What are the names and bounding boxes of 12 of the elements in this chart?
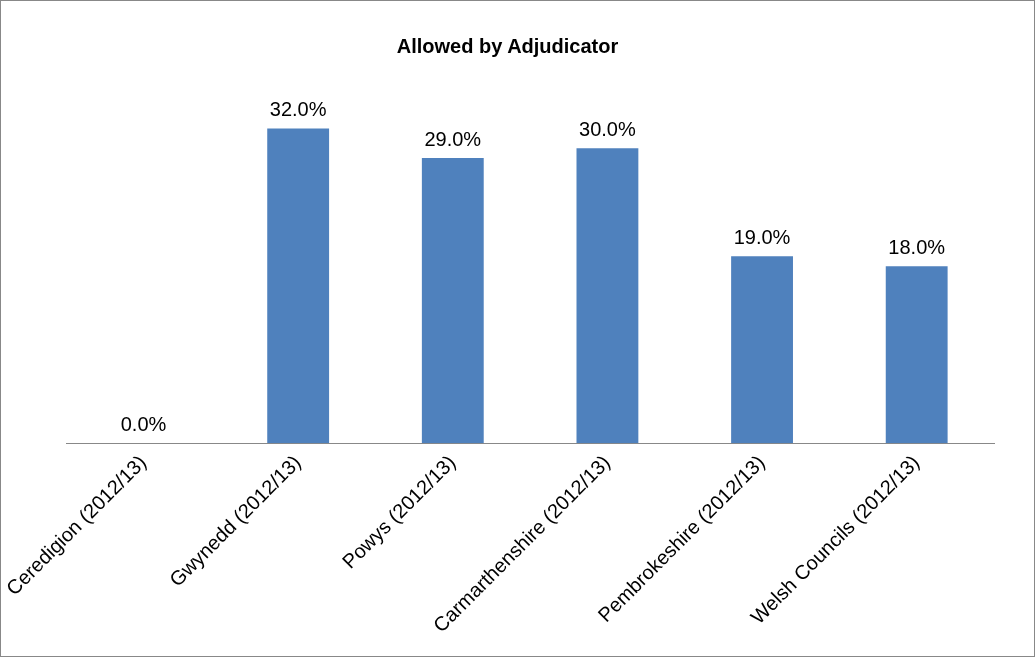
- bar: [731, 256, 793, 444]
- data-label: 0.0%: [120, 412, 167, 435]
- data-label: 29.0%: [424, 127, 482, 150]
- bar: [576, 148, 639, 444]
- data-label: 32.0%: [269, 98, 327, 121]
- bar: [885, 266, 948, 444]
- chart-title: Allowed by Adjudicator: [396, 34, 619, 57]
- bar: [421, 158, 484, 444]
- data-label: 19.0%: [733, 225, 791, 248]
- data-label: 18.0%: [888, 235, 946, 258]
- data-label: 30.0%: [579, 117, 636, 140]
- bar: [267, 128, 330, 444]
